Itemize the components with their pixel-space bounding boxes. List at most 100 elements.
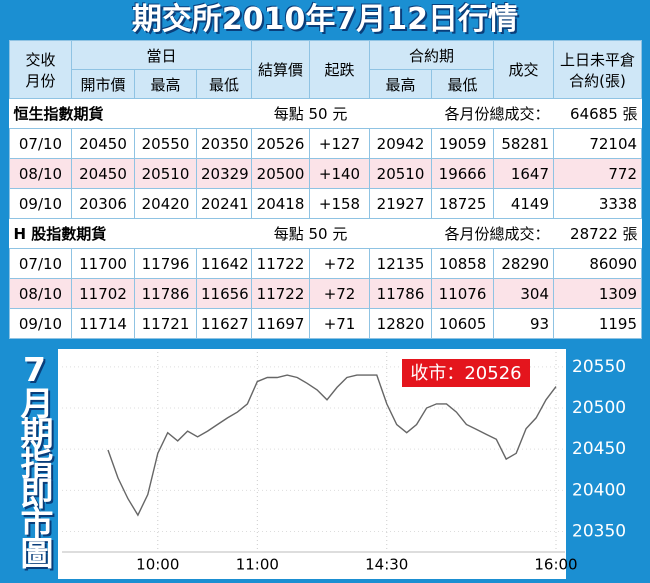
cell: 772: [553, 158, 643, 189]
section-total-label: 各月份總成交：: [369, 218, 554, 249]
header-cell: 開市價: [71, 69, 135, 99]
header-cell: 當日: [70, 40, 253, 70]
side-label: 7月期指即市圖: [15, 350, 54, 566]
header-cell: 最高: [369, 69, 433, 99]
cell: 20510: [369, 158, 433, 189]
cell: 20420: [134, 188, 197, 219]
cell: 3338: [553, 188, 643, 219]
header-text: 合約(張): [569, 71, 626, 90]
section-row: 恒生指數期貨 每點 50 元各月份總成交： 64685 張: [9, 98, 642, 129]
cell: 20450: [71, 128, 135, 159]
price-line: [107, 374, 557, 517]
cell: 19059: [431, 128, 495, 159]
cell: 11702: [71, 278, 135, 309]
cell: 11721: [134, 308, 197, 339]
header-cell: 最低: [195, 69, 253, 99]
chart: 20350 20400 20450 20500 20550 10:00 11:00 14:30…: [58, 349, 626, 579]
cell: 11796: [134, 248, 197, 279]
section-total-label: 各月份總成交：: [369, 98, 554, 129]
table-body: 恒生指數期貨 每點 50 元各月份總成交： 64685 張 07/10 20450 205…: [9, 98, 643, 339]
cell: 11786: [134, 278, 197, 309]
header-cell: 最高: [134, 69, 197, 99]
cell: 10605: [431, 308, 495, 339]
y-tick-label: 20550: [572, 357, 626, 377]
cell: 21927: [369, 188, 433, 219]
header-cell: 結算價: [251, 40, 311, 99]
cell: 11722: [251, 248, 311, 279]
x-tick-label: 10:00: [136, 556, 179, 574]
cell: 20510: [134, 158, 197, 189]
section-name: H 股指數期貨: [9, 218, 252, 249]
header-cell: 最低: [431, 69, 495, 99]
cell: 20418: [251, 188, 311, 219]
data-row: 09/10 11714 11721 11627 11697 +71 12820 10605 93…: [9, 308, 643, 339]
data-row: 08/10 20450 20510 20329 20500 +140 20510 19666 1…: [9, 158, 643, 189]
cell: 11627: [195, 308, 253, 339]
cell: +127: [309, 128, 371, 159]
cell: +158: [309, 188, 371, 219]
section-total: 28722 張: [553, 218, 642, 249]
cell: 20500: [251, 158, 311, 189]
cell: 20241: [195, 188, 253, 219]
header-cell: 交收 月份: [9, 40, 72, 99]
section-name: 恒生指數期貨: [9, 98, 252, 129]
header-cell: 起跌: [309, 40, 371, 99]
cell: 07/10: [9, 128, 72, 159]
x-tick-label: 16:00: [534, 556, 577, 574]
cell: 09/10: [9, 308, 72, 339]
cell: 11700: [71, 248, 135, 279]
cell: 11697: [251, 308, 311, 339]
cell: 19666: [431, 158, 495, 189]
cell: 07/10: [9, 248, 72, 279]
header-text: 交收: [25, 50, 56, 69]
cell: 20526: [251, 128, 311, 159]
cell: 28290: [493, 248, 555, 279]
data-row: 08/10 11702 11786 11656 11722 +72 11786 11076 30…: [9, 278, 643, 309]
y-tick-label: 20450: [572, 439, 626, 459]
cell: 11656: [195, 278, 253, 309]
cell: 09/10: [9, 188, 72, 219]
cell: 11722: [251, 278, 311, 309]
cell: 08/10: [9, 158, 72, 189]
header-cell: 上日未平倉 合約(張): [553, 40, 643, 99]
cell: 1195: [553, 308, 643, 339]
cell: 72104: [553, 128, 643, 159]
cell: 86090: [553, 248, 643, 279]
cell: 11714: [71, 308, 135, 339]
header-text: 月份: [25, 71, 56, 90]
cell: 93: [493, 308, 555, 339]
cell: 11786: [369, 278, 433, 309]
cell: 20550: [134, 128, 197, 159]
cell: 10858: [431, 248, 495, 279]
y-tick-label: 20500: [572, 398, 626, 418]
annotation: 收市：20526: [410, 363, 521, 384]
y-tick-label: 20400: [572, 480, 626, 500]
data-row: 09/10 20306 20420 20241 20418 +158 21927 18725 4…: [9, 188, 643, 219]
cell: +71: [309, 308, 371, 339]
title: 期交所2010年7月12日行情: [131, 2, 519, 37]
cell: 08/10: [9, 278, 72, 309]
cell: 20450: [71, 158, 135, 189]
cell: 11076: [431, 278, 495, 309]
header-cell: 合約期: [369, 40, 495, 70]
cell: 1647: [493, 158, 555, 189]
quote-table: 交收 月份 當日 結算價 起跌 合約期 成交 上日未平倉 合約(張) 開市價 最高 …: [9, 40, 643, 339]
cell: 304: [493, 278, 555, 309]
cell: 18725: [431, 188, 495, 219]
cell: 20350: [195, 128, 253, 159]
y-tick-label: 20350: [572, 522, 626, 542]
header-cell: 成交: [493, 40, 555, 99]
section-row: H 股指數期貨 每點 50 元各月份總成交： 28722 張: [9, 218, 642, 249]
cell: +140: [309, 158, 371, 189]
data-row: 07/10 20450 20550 20350 20526 +127 20942 19059 5…: [9, 128, 643, 159]
section-unit: 每點 50 元: [251, 218, 370, 249]
cell: 11642: [195, 248, 253, 279]
cell: 1309: [553, 278, 643, 309]
cell: +72: [309, 278, 371, 309]
annotation-box: [402, 359, 530, 387]
cell: +72: [309, 248, 371, 279]
section-unit: 每點 50 元: [251, 98, 370, 129]
cell: 12135: [369, 248, 433, 279]
section-total: 64685 張: [553, 98, 642, 129]
